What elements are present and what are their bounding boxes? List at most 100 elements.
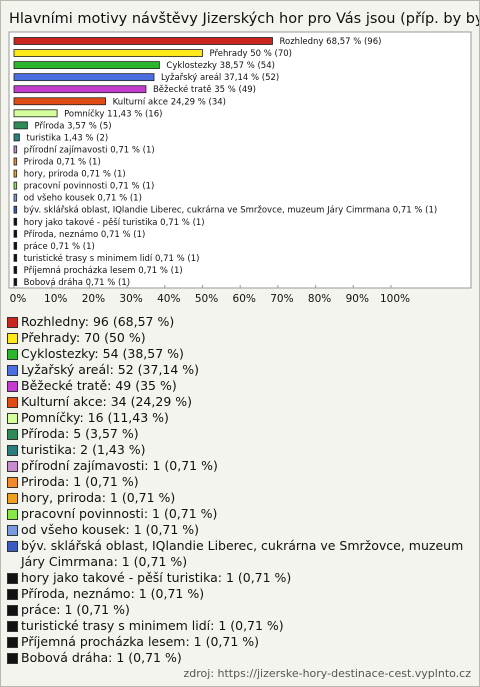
bar-label: pracovní povinnosti 0,71 % (1) (24, 182, 155, 192)
x-tick-label: 40% (157, 293, 180, 305)
legend-label: turistické trasy s minimem lidí: 1 (0,71… (21, 618, 284, 633)
legend-label: Cyklostezky: 54 (38,57 %) (21, 346, 184, 361)
bar-label: Pomníčky 11,43 % (16) (64, 108, 162, 119)
bar-label: Priroda 0,71 % (1) (24, 158, 101, 168)
bar-label: Rozhledny 68,57 % (96) (280, 37, 382, 47)
bar (13, 278, 18, 286)
legend-item: Běžecké tratě: 49 (35 %) (7, 378, 471, 394)
bar-label: Bobová dráha 0,71 % (1) (24, 278, 130, 288)
bar-label: přírodní zajímavosti 0,71 % (1) (24, 145, 155, 155)
legend-label: Přehrady: 70 (50 %) (21, 330, 146, 345)
legend-item: hory, priroda: 1 (0,71 %) (7, 490, 471, 506)
x-tick-label: 70% (270, 293, 293, 305)
x-tick-label: 60% (233, 293, 256, 305)
bar (13, 157, 18, 166)
x-tick-label: 90% (346, 293, 369, 305)
legend-swatch (7, 365, 18, 376)
legend-item: práce: 1 (0,71 %) (7, 602, 471, 618)
legend-label: hory jako takové - pěší turistika: 1 (0,… (21, 570, 292, 585)
bar-label: Přehrady 50 % (70) (210, 49, 292, 59)
legend-label: Rozhledny: 96 (68,57 %) (21, 314, 175, 329)
x-tick-label: 100% (380, 293, 410, 305)
bar (13, 193, 18, 202)
bar (13, 169, 18, 178)
bar (13, 61, 160, 69)
legend-label: Kulturní akce: 34 (24,29 %) (21, 394, 192, 409)
legend-swatch (7, 573, 18, 584)
legend-item: Pomníčky: 16 (11,43 %) (7, 410, 471, 426)
bar (13, 133, 20, 142)
legend-swatch (7, 381, 18, 392)
bar-label: od všeho kousek 0,71 % (1) (24, 193, 142, 204)
legend-swatch (7, 429, 18, 440)
legend-swatch (7, 349, 18, 360)
legend-item: Rozhledny: 96 (68,57 %) (7, 314, 471, 330)
legend-label: hory, priroda: 1 (0,71 %) (21, 490, 176, 505)
legend-item: Lyžařský areál: 52 (37,14 %) (7, 362, 471, 378)
legend-swatch (7, 445, 18, 456)
bar (13, 266, 18, 274)
legend-item: od všeho kousek: 1 (0,71 %) (7, 522, 471, 538)
bar (13, 205, 18, 214)
bar-label: turistické trasy s minimem lidí 0,71 % (… (24, 253, 200, 264)
bar (13, 181, 18, 190)
legend-swatch (7, 509, 18, 520)
legend-label: přírodní zajímavosti: 1 (0,71 %) (21, 458, 218, 473)
bar-label: turistika 1,43 % (2) (26, 133, 108, 143)
legend-swatch (7, 413, 18, 424)
legend-label: Bobová dráha: 1 (0,71 %) (21, 650, 182, 665)
legend-item: Příroda: 5 (3,57 %) (7, 426, 471, 442)
legend-swatch (7, 493, 18, 504)
legend-item: Cyklostezky: 54 (38,57 %) (7, 346, 471, 362)
bar (13, 145, 18, 154)
legend-swatch (7, 477, 18, 488)
bar-label: Příroda, neznámo 0,71 % (1) (24, 230, 146, 240)
legend-label: Lyžařský areál: 52 (37,14 %) (21, 362, 200, 377)
legend-label: turistika: 2 (1,43 %) (21, 442, 146, 457)
x-tick-label: 30% (119, 293, 142, 305)
legend-item: přírodní zajímavosti: 1 (0,71 %) (7, 458, 471, 474)
bar (13, 217, 18, 226)
bar (13, 49, 203, 57)
bar (13, 241, 18, 250)
bar (13, 37, 273, 45)
bar (13, 253, 18, 262)
bar-label: Lyžařský areál 37,14 % (52) (161, 73, 279, 83)
legend-label: od všeho kousek: 1 (0,71 %) (21, 522, 200, 537)
legend-label: práce: 1 (0,71 %) (21, 602, 130, 617)
bar (13, 73, 155, 82)
bar-label: Příroda 3,57 % (5) (34, 121, 111, 131)
legend-swatch (7, 333, 18, 344)
legend-label: Příroda, neznámo: 1 (0,71 %) (21, 586, 205, 601)
bar-label: Běžecké tratě 35 % (49) (153, 84, 256, 95)
bar (13, 109, 58, 118)
bar (13, 121, 28, 130)
bar (13, 85, 147, 94)
bar-label: Cyklostezky 38,57 % (54) (166, 61, 275, 71)
legend-swatch (7, 589, 18, 600)
bar-label: hory jako takové - pěší turistika 0,71 %… (24, 217, 205, 228)
x-tick-label: 20% (82, 293, 105, 305)
x-tick-label: 10% (44, 293, 67, 305)
legend-item: turistika: 2 (1,43 %) (7, 442, 471, 458)
legend-item: Priroda: 1 (0,71 %) (7, 474, 471, 490)
legend-label: Příjemná procházka lesem: 1 (0,71 %) (21, 634, 260, 649)
legend-item: Bobová dráha: 1 (0,71 %) (7, 650, 471, 666)
x-tick-label: 80% (308, 293, 331, 305)
legend-label: Pomníčky: 16 (11,43 %) (21, 410, 169, 425)
legend-swatch (7, 397, 18, 408)
chart-title: Hlavními motivy návštěvy Jizerských hor … (9, 11, 479, 27)
legend-swatch (7, 621, 18, 632)
legend-item: Příroda, neznámo: 1 (0,71 %) (7, 586, 471, 602)
legend-label: Příroda: 5 (3,57 %) (21, 426, 139, 441)
legend: Rozhledny: 96 (68,57 %) Přehrady: 70 (50 … (7, 314, 471, 666)
x-tick-label: 50% (195, 293, 218, 305)
legend-label: Priroda: 1 (0,71 %) (21, 474, 139, 489)
x-tick-label: 0% (10, 293, 27, 305)
legend-item: Příjemná procházka lesem: 1 (0,71 %) (7, 634, 471, 650)
legend-swatch (7, 317, 18, 328)
legend-swatch (7, 653, 18, 664)
legend-item: turistické trasy s minimem lidí: 1 (0,71… (7, 618, 471, 634)
legend-swatch (7, 461, 18, 472)
